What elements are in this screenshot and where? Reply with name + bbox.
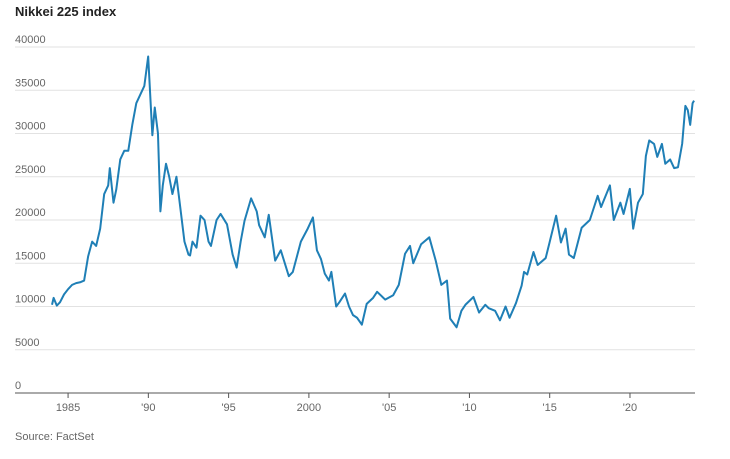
line	[51, 55, 695, 329]
y-tick-label: 5000	[15, 337, 39, 349]
x-tick-label: '15	[543, 402, 557, 414]
y-tick-label: 25000	[15, 164, 46, 176]
y-tick-label: 10000	[15, 294, 46, 306]
x-tick-label: '20	[623, 402, 637, 414]
y-tick-label: 40000	[15, 34, 46, 46]
x-tick-label: 2000	[297, 402, 321, 414]
source: Source: FactSet	[15, 431, 94, 443]
y-tick-label: 30000	[15, 121, 46, 133]
x-tick-label: '95	[221, 402, 235, 414]
chart-title: Nikkei 225 index	[15, 4, 117, 19]
y-tick-label: 15000	[15, 250, 46, 262]
y-tick-label: 35000	[15, 77, 46, 89]
y-tick-label: 0	[15, 380, 21, 392]
y-tick-label: 20000	[15, 207, 46, 219]
x-tick-label: '05	[382, 402, 396, 414]
x-tick-label: 1985	[56, 402, 80, 414]
x-tick-label: '90	[141, 402, 155, 414]
x-tick-label: '10	[462, 402, 476, 414]
